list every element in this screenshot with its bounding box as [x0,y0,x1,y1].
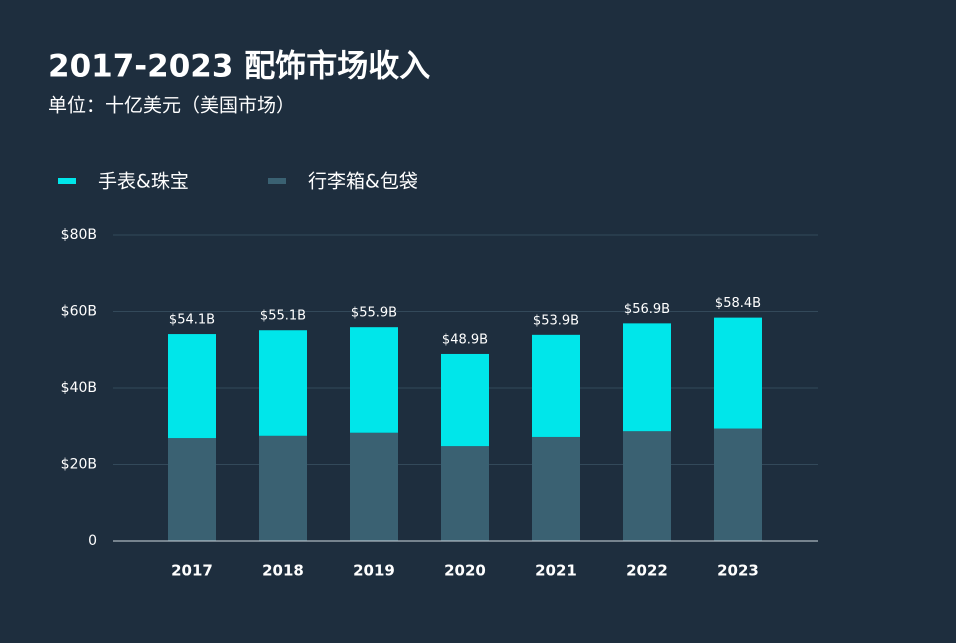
bar-segment [168,334,216,439]
y-tick-label: $60B [61,304,97,320]
total-label: $56.9B [624,302,670,317]
bar-segment [532,334,580,437]
legend-swatch [268,178,286,184]
total-label: $58.4B [715,296,761,311]
legend-label: 行李箱&包袋 [308,171,418,193]
legend-label: 手表&珠宝 [98,171,189,193]
x-tick-label: 2018 [262,562,304,580]
bar-segment [623,431,671,541]
bar-segment [259,435,307,541]
total-label: $54.1B [169,313,215,328]
bar-segment [259,330,307,436]
total-label: $48.9B [442,332,488,347]
chart-title: 2017-2023 配饰市场收入 [48,49,430,85]
x-tick-label: 2021 [535,562,577,580]
bar-segment [532,436,580,541]
y-tick-label: $20B [61,457,97,473]
bar-segment [168,438,216,541]
y-tick-label: 0 [88,533,97,549]
x-tick-label: 2019 [353,562,395,580]
x-tick-label: 2023 [717,562,759,580]
bar-segment [714,317,762,429]
y-tick-label: $80B [61,227,97,243]
chart-subtitle: 单位：十亿美元（美国市场） [48,95,295,117]
y-tick-label: $40B [61,380,97,396]
x-tick-label: 2022 [626,562,668,580]
total-label: $53.9B [533,313,579,328]
bar-segment [441,446,489,541]
legend-swatch [58,178,76,184]
bar-segment [350,432,398,541]
x-tick-label: 2020 [444,562,486,580]
total-label: $55.1B [260,309,306,324]
bar-segment [714,428,762,541]
bar-segment [350,327,398,433]
total-label: $55.9B [351,306,397,321]
x-tick-label: 2017 [171,562,213,580]
bar-segment [623,323,671,432]
bar-segment [441,353,489,447]
